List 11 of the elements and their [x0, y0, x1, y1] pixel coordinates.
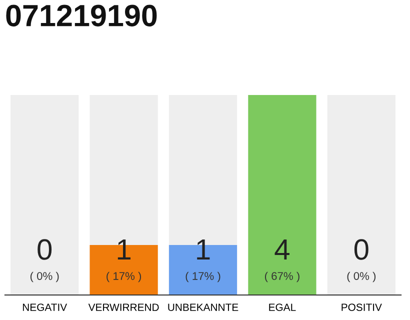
- chart-title: 071219190: [6, 4, 157, 26]
- data-label: 1 ( 17% ): [186, 239, 220, 282]
- x-tick-label: EGAL: [269, 304, 296, 311]
- x-tick-label: POSITIV: [342, 304, 382, 311]
- x-tick-label: VERWIRREND: [88, 304, 159, 311]
- x-tick-label: UNBEKANNTE: [168, 304, 238, 311]
- data-label: 1 ( 17% ): [106, 239, 142, 282]
- x-tick-label: NEGATIV: [22, 304, 68, 311]
- data-label: 0 ( 0% ): [30, 239, 59, 282]
- data-label: 4 ( 67% ): [264, 239, 300, 282]
- data-label: 0 ( 0% ): [347, 239, 376, 282]
